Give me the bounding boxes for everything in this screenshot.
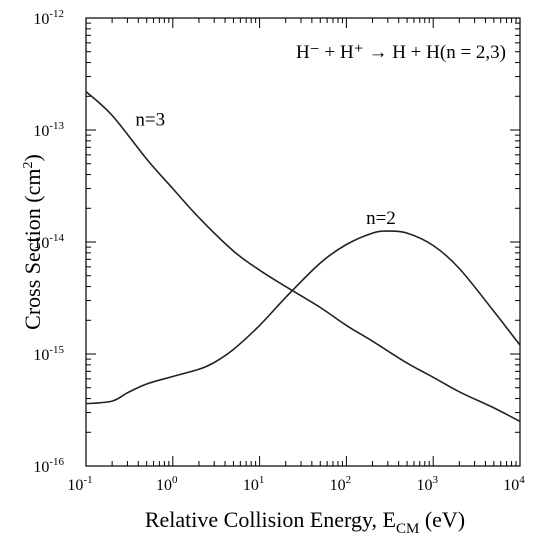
equation-annotation: H⁻ + H⁺ → H + H(n = 2,3) bbox=[296, 42, 506, 63]
x-tick-label: 103 bbox=[416, 474, 438, 494]
axis-ticks bbox=[85, 17, 521, 467]
series-label: n=2 bbox=[366, 208, 396, 229]
series-line-n2 bbox=[85, 230, 521, 405]
y-axis-label-text: Cross Section (cm bbox=[20, 169, 45, 330]
x-axis-label-text: Relative Collision Energy, E bbox=[145, 507, 396, 532]
y-tick-label: 10-14 bbox=[33, 232, 64, 252]
x-tick-label: 100 bbox=[156, 474, 178, 494]
x-tick-label: 102 bbox=[330, 474, 352, 494]
x-tick-label: 104 bbox=[503, 474, 525, 494]
series-label: n=3 bbox=[135, 109, 165, 130]
x-axis-label-subscript: CM bbox=[396, 521, 419, 537]
y-tick-label: 10-15 bbox=[33, 344, 64, 364]
plot-frame bbox=[85, 17, 521, 467]
y-tick-label: 10-12 bbox=[33, 8, 64, 28]
y-tick-label: 10-13 bbox=[33, 120, 64, 140]
data-curves bbox=[85, 91, 521, 423]
y-tick-label: 10-16 bbox=[33, 456, 64, 476]
x-tick-label: 101 bbox=[243, 474, 265, 494]
y-axis-label-close: ) bbox=[20, 154, 45, 161]
x-tick-label: 10-1 bbox=[67, 474, 92, 494]
equation-right: (n = 2,3) bbox=[440, 42, 506, 63]
equation-left: H⁻ + H⁺ → H + H bbox=[296, 42, 440, 63]
x-axis-label: Relative Collision Energy, ECM (eV) bbox=[145, 507, 465, 537]
y-axis-label: Cross Section (cm2) bbox=[20, 154, 45, 330]
series-line-n3 bbox=[85, 91, 521, 423]
x-axis-label-unit: (eV) bbox=[419, 507, 465, 532]
y-axis-label-superscript: 2 bbox=[21, 162, 36, 169]
